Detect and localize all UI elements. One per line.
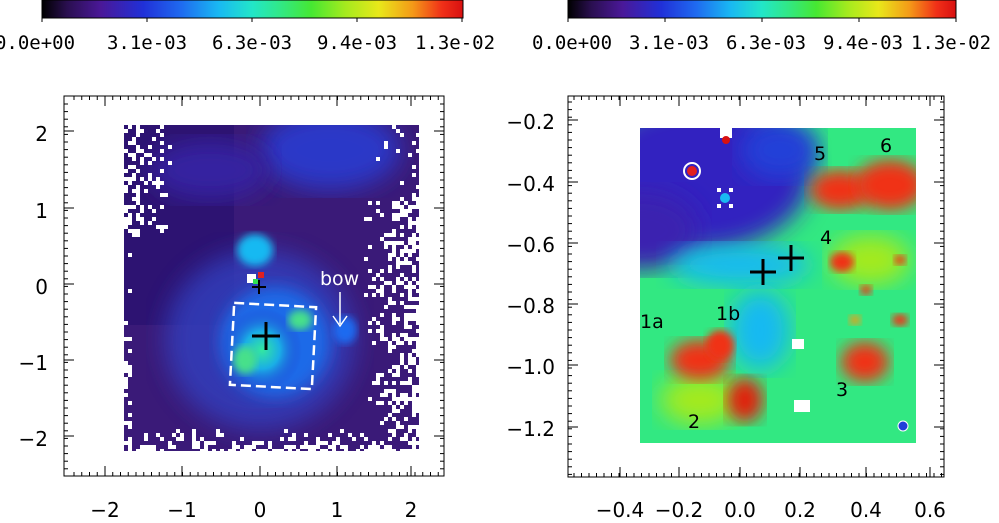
right-ytick-4: −1.0 bbox=[506, 355, 555, 379]
left-marker-cross bbox=[252, 322, 280, 350]
right-minor-ticks bbox=[568, 96, 944, 477]
right-ytick-5: −1.2 bbox=[506, 417, 555, 441]
colorbar-right-label-3: 9.4e-03 bbox=[823, 32, 903, 54]
colorbar-right: 0.0e+00 3.1e-03 6.3e-03 9.4e-03 1.3e-02 bbox=[532, 0, 991, 54]
left-minor-ticks bbox=[64, 96, 444, 476]
colorbar-right-gradient bbox=[567, 0, 957, 19]
left-ytick-1: 1 bbox=[35, 199, 48, 223]
colorbar-right-label-4: 1.3e-02 bbox=[911, 32, 991, 54]
colorbar-left-gradient bbox=[41, 0, 464, 19]
right-marker-cross-1 bbox=[750, 259, 776, 285]
right-xtick-1: −0.2 bbox=[655, 498, 704, 522]
left-masked-pixels bbox=[124, 125, 419, 451]
region-label-1b: 1b bbox=[716, 303, 740, 325]
left-xtick-2: 0 bbox=[254, 498, 267, 522]
colorbar-right-ticks bbox=[567, 18, 957, 22]
right-xtick-3: 0.2 bbox=[784, 498, 816, 522]
left-ytick-3: −1 bbox=[19, 351, 48, 375]
right-ytick-3: −0.8 bbox=[506, 294, 555, 318]
left-xtick-4: 2 bbox=[405, 498, 418, 522]
right-xtick-0: −0.4 bbox=[596, 498, 645, 522]
colorbar-left-label-3: 9.4e-03 bbox=[317, 32, 397, 54]
colorbar-right-label-1: 3.1e-03 bbox=[629, 32, 709, 54]
right-ytick-1: −0.4 bbox=[506, 172, 555, 196]
left-zoom-box bbox=[228, 301, 318, 391]
left-marker-cross-small bbox=[252, 280, 266, 294]
colorbar-left-label-2: 6.3e-03 bbox=[212, 32, 292, 54]
left-xtick-0: −2 bbox=[90, 498, 119, 522]
colorbar-left-label-1: 3.1e-03 bbox=[107, 32, 187, 54]
colorbar-left: 0.0e+00 3.1e-03 6.3e-03 9.4e-03 1.3e-02 bbox=[0, 0, 495, 54]
right-panel-image bbox=[640, 128, 916, 443]
region-label-1a: 1a bbox=[640, 311, 664, 333]
right-xtick-2: 0.0 bbox=[724, 498, 756, 522]
colorbar-left-label-0: 0.0e+00 bbox=[0, 32, 75, 54]
region-label-5: 5 bbox=[814, 143, 826, 165]
colorbar-left-label-4: 1.3e-02 bbox=[415, 32, 495, 54]
left-ytick-2: 0 bbox=[35, 275, 48, 299]
region-label-3: 3 bbox=[836, 379, 848, 401]
left-xtick-1: −1 bbox=[167, 498, 196, 522]
colorbar-left-ticks bbox=[41, 18, 463, 22]
region-label-4: 4 bbox=[820, 227, 832, 249]
left-xtick-3: 1 bbox=[331, 498, 344, 522]
right-ytick-0: −0.2 bbox=[506, 110, 555, 134]
right-panel: 1a 1b 2 3 4 5 6 −0.4 −0.2 0.0 0.2 0.4 0.… bbox=[506, 95, 946, 522]
left-ytick-0: 2 bbox=[35, 122, 48, 146]
right-ytick-2: −0.6 bbox=[506, 233, 555, 257]
colorbar-right-label-0: 0.0e+00 bbox=[532, 32, 612, 54]
region-label-2: 2 bbox=[688, 411, 700, 433]
left-panel: bow −2 −1 0 1 2 2 1 0 −1 −2 bbox=[19, 95, 445, 522]
right-marker-cross-2 bbox=[778, 245, 804, 271]
left-ytick-4: −2 bbox=[19, 427, 48, 451]
colorbar-right-label-2: 6.3e-03 bbox=[726, 32, 806, 54]
region-label-6: 6 bbox=[880, 135, 892, 157]
right-xtick-5: 0.6 bbox=[914, 498, 946, 522]
bow-arrow bbox=[332, 292, 348, 328]
left-panel-image bbox=[124, 125, 419, 451]
annotation-bow: bow bbox=[320, 268, 359, 290]
right-frame bbox=[567, 95, 945, 478]
right-xtick-4: 0.4 bbox=[850, 498, 882, 522]
